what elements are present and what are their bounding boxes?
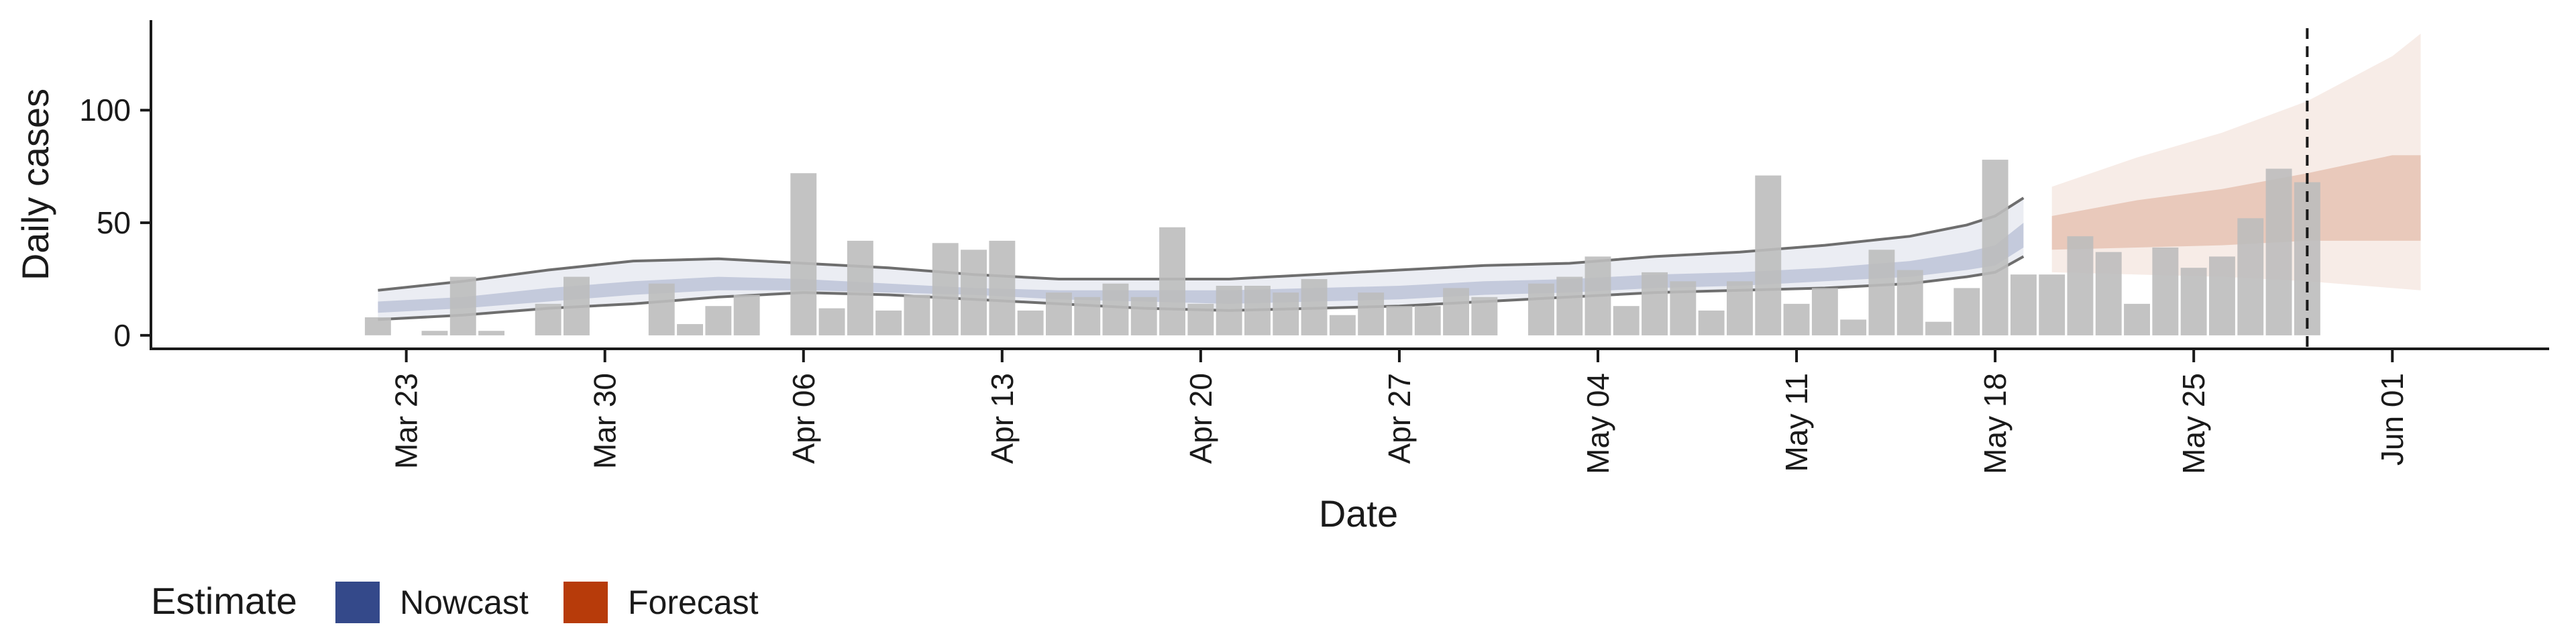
case-bar (2067, 236, 2094, 335)
case-bar (1358, 292, 1385, 335)
case-bar (1329, 315, 1356, 335)
forecast-outer-band (2051, 34, 2421, 290)
case-bar (421, 331, 448, 335)
x-tick-label: May 18 (1978, 373, 2012, 474)
case-bar (1159, 227, 1185, 335)
nowcast-inner-band (378, 223, 2024, 313)
legend-label-forecast: Forecast (628, 584, 759, 621)
case-bar (1613, 306, 1640, 335)
case-bar (847, 240, 873, 335)
x-tick-label: Jun 01 (2375, 373, 2410, 466)
x-tick-label: Apr 20 (1183, 373, 1218, 464)
case-bar (2152, 248, 2179, 335)
case-bar (1585, 256, 1611, 335)
x-axis-title: Date (1319, 492, 1398, 535)
case-bar (449, 276, 476, 335)
case-bar (1642, 272, 1668, 335)
x-tick-label: Mar 30 (588, 373, 623, 469)
case-bar (1840, 319, 1867, 335)
case-bar (677, 324, 703, 335)
case-bar (1273, 292, 1299, 335)
case-bar (1698, 310, 1725, 335)
legend-swatch-forecast (564, 582, 608, 623)
case-bar (733, 294, 760, 335)
case-bar (1130, 297, 1157, 335)
case-bar (790, 173, 817, 335)
case-bar (875, 310, 902, 335)
case-bar (705, 306, 732, 335)
x-axis-ticks: Mar 23 Mar 30 Apr 06 Apr 13 Apr 20 Apr 27 May … (389, 349, 2410, 474)
case-bar (1046, 292, 1072, 335)
nowcast-upper-line (378, 197, 2025, 292)
case-bar (932, 243, 959, 335)
case-bar (904, 294, 930, 335)
nowcast-lower-line (378, 255, 2025, 321)
forecast-inner-band (2051, 155, 2421, 250)
case-bar (1925, 321, 1951, 335)
reported-cases-bars (364, 160, 2320, 335)
y-tick-label: 100 (79, 93, 131, 127)
case-bar (1301, 279, 1328, 335)
case-bar (2010, 274, 2037, 335)
x-tick-label: Apr 27 (1382, 373, 1417, 464)
case-bar (2265, 168, 2292, 335)
case-bar (648, 283, 675, 335)
case-bar (1017, 310, 1044, 335)
case-bar (1443, 288, 1469, 335)
x-tick-label: May 11 (1779, 373, 1814, 472)
case-bar (1074, 297, 1101, 335)
case-bar (2180, 268, 2207, 335)
x-tick-label: Apr 13 (985, 373, 1020, 464)
case-bar (1811, 288, 1838, 335)
case-bar (2039, 274, 2065, 335)
x-tick-label: May 04 (1580, 373, 1615, 474)
y-axis-ticks: 0 50 100 (79, 93, 151, 353)
case-bar (1187, 303, 1214, 335)
case-bar (1868, 250, 1895, 335)
y-tick-label: 0 (113, 318, 131, 353)
x-tick-label: Mar 23 (389, 373, 424, 469)
case-bar (1386, 306, 1413, 335)
x-tick-label: Apr 06 (786, 373, 821, 464)
case-bar (2294, 182, 2320, 335)
legend-label-nowcast: Nowcast (400, 584, 529, 621)
case-bar (1528, 283, 1554, 335)
case-bar (364, 317, 391, 335)
case-bar (1755, 175, 1782, 335)
case-bar (1896, 270, 1923, 335)
legend-swatch-nowcast (335, 582, 380, 623)
case-bar (1670, 281, 1697, 335)
case-bar (1982, 160, 2008, 335)
case-bar (2095, 252, 2122, 335)
case-bar (564, 276, 590, 335)
case-bar (478, 331, 504, 335)
uncertainty-bands (378, 34, 2421, 321)
case-bar (1471, 297, 1498, 335)
case-bar (961, 250, 987, 335)
nowcast-outer-band (378, 198, 2024, 320)
y-tick-label: 50 (97, 205, 131, 240)
case-bar (1783, 303, 1810, 335)
legend-title: Estimate (151, 580, 297, 622)
case-bar (1216, 286, 1242, 335)
case-bar (1727, 281, 1753, 335)
axes (150, 20, 2549, 350)
case-bar (1414, 306, 1441, 335)
case-bar (1102, 283, 1129, 335)
case-bar (818, 308, 845, 335)
y-axis-title: Daily cases (14, 89, 56, 280)
case-bar (2209, 256, 2235, 335)
case-bar (1244, 286, 1271, 335)
case-bar (2237, 218, 2264, 335)
case-bar (989, 240, 1016, 335)
case-bar (1953, 288, 1980, 335)
legend: Estimate Nowcast Forecast (151, 580, 759, 623)
case-bar (2124, 303, 2150, 335)
case-bar (535, 303, 561, 335)
case-bar (1556, 276, 1583, 335)
x-tick-label: May 25 (2176, 373, 2211, 474)
